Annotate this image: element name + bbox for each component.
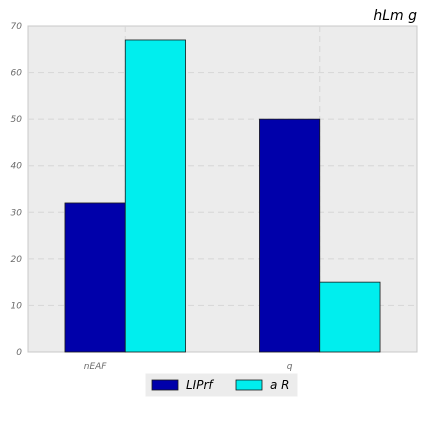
- bar: [124, 39, 186, 353]
- legend-swatch: [235, 379, 263, 391]
- y-tick-label: 30: [11, 208, 23, 218]
- y-tick-label: 40: [11, 162, 23, 172]
- y-axis-ticks: 0 10 20 30 40 50 60 70: [11, 22, 23, 358]
- y-tick-label: 10: [11, 301, 23, 311]
- y-tick-label: 50: [11, 115, 23, 125]
- bar: [319, 281, 381, 353]
- x-tick-label: q: [287, 362, 293, 372]
- y-tick-label: 20: [11, 255, 23, 265]
- bars: [64, 39, 381, 353]
- legend-label: a R: [270, 378, 290, 392]
- x-tick-label: nEAF: [84, 362, 108, 372]
- y-tick-label: 70: [11, 22, 23, 32]
- chart-title: hLm g: [373, 8, 417, 24]
- bar: [64, 202, 126, 353]
- bar: [259, 118, 321, 353]
- legend-label: LIPrf: [186, 378, 214, 392]
- legend-box: [145, 373, 298, 397]
- legend: LIPrf a R: [145, 373, 298, 397]
- y-tick-label: 0: [16, 348, 22, 358]
- x-axis-ticks: nEAF q: [84, 362, 293, 372]
- y-tick-label: 60: [11, 69, 23, 79]
- legend-swatch: [151, 379, 179, 391]
